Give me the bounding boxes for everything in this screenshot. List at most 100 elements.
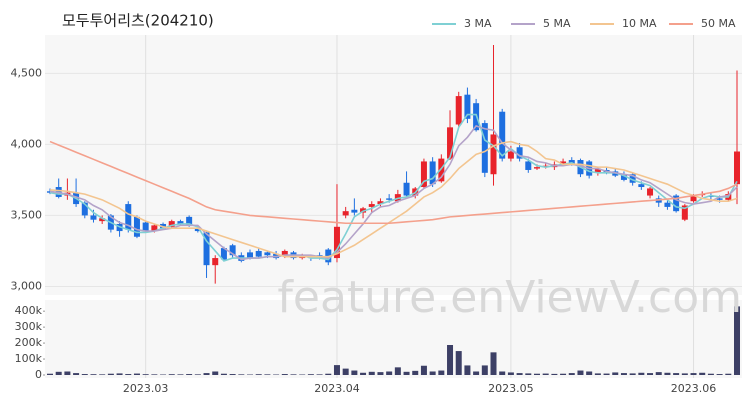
candle-body	[491, 134, 497, 174]
volume-bar	[725, 374, 731, 375]
volume-bar	[99, 374, 105, 375]
volume-bar	[351, 371, 357, 375]
volume-bar	[169, 374, 175, 375]
candle-body	[482, 123, 488, 173]
candle-body	[386, 198, 392, 199]
volume-bar	[656, 372, 662, 375]
volume-bar	[90, 374, 96, 375]
candle-body	[734, 152, 740, 185]
volume-bar	[717, 374, 723, 375]
volume-bar	[325, 374, 331, 375]
volume-bar	[691, 373, 697, 375]
volume-bar	[456, 351, 462, 375]
volume-bar	[595, 373, 601, 375]
candle-body	[351, 210, 357, 213]
volume-bar	[343, 369, 349, 375]
candle-body	[499, 112, 505, 159]
legend-label: 10 MA	[622, 17, 657, 30]
volume-bar	[230, 374, 236, 375]
volume-bar	[699, 373, 705, 375]
candle-body	[456, 96, 462, 124]
volume-bar	[238, 374, 244, 375]
volume-bar	[421, 366, 427, 375]
x-tick-label: 2023.06	[671, 382, 717, 395]
candle-body	[134, 217, 140, 237]
volume-bar	[551, 374, 557, 375]
volume-bar	[195, 374, 201, 375]
y-tick-label: 3,500	[11, 208, 43, 221]
volume-bar	[708, 374, 714, 375]
candle-body	[247, 252, 253, 258]
volume-tick-label: 200k	[15, 336, 43, 349]
volume-bar	[360, 373, 366, 375]
volume-bar	[604, 374, 610, 375]
volume-bar	[369, 372, 375, 375]
volume-bar	[204, 373, 210, 375]
chart-title: 모두투어리츠(204210)	[62, 12, 214, 30]
volume-bar	[534, 374, 540, 375]
candle-body	[534, 167, 540, 168]
candle-body	[430, 161, 436, 184]
volume-bar	[560, 374, 566, 375]
volume-bar	[221, 374, 227, 375]
volume-bar	[308, 374, 314, 375]
y-tick-label: 4,500	[11, 66, 43, 79]
volume-bar	[630, 373, 636, 375]
volume-bar	[64, 371, 70, 375]
candle-body	[638, 184, 644, 187]
watermark: feature.enViewV.com	[277, 272, 742, 323]
volume-bar	[56, 372, 62, 375]
volume-bar	[395, 367, 401, 375]
legend-label: 50 MA	[701, 17, 736, 30]
volume-bar	[334, 365, 340, 375]
volume-bar	[82, 374, 88, 375]
volume-tick-label: 400k	[15, 304, 43, 317]
volume-bar	[290, 374, 296, 375]
volume-bar	[447, 345, 453, 375]
y-tick-label: 3,000	[11, 279, 43, 292]
candle-body	[143, 223, 149, 232]
volume-bar	[647, 373, 653, 375]
volume-bar	[134, 374, 140, 375]
volume-bar	[430, 371, 436, 375]
volume-bar	[404, 372, 410, 375]
volume-bar	[438, 371, 444, 375]
volume-bar	[543, 374, 549, 375]
volume-bar	[143, 374, 149, 375]
volume-bar	[569, 373, 575, 375]
candle-body	[525, 161, 531, 170]
volume-bar	[386, 371, 392, 375]
volume-bar	[664, 373, 670, 375]
volume-bar	[256, 374, 262, 375]
y-tick-label: 4,000	[11, 137, 43, 150]
volume-bar	[282, 374, 288, 375]
volume-bar	[482, 365, 488, 375]
volume-bar	[47, 374, 53, 375]
volume-bar	[177, 374, 183, 375]
volume-bar	[108, 374, 114, 375]
volume-bar	[491, 352, 497, 375]
volume-tick-label: 0	[35, 368, 42, 381]
volume-bar	[499, 371, 505, 375]
volume-bar	[317, 374, 323, 375]
volume-bar	[621, 373, 627, 375]
volume-bar	[117, 373, 123, 375]
x-tick-label: 2023.04	[314, 382, 360, 395]
volume-tick-label: 100k	[15, 352, 43, 365]
volume-bar	[577, 371, 583, 375]
legend-label: 5 MA	[543, 17, 571, 30]
candle-body	[508, 152, 514, 159]
legend-label: 3 MA	[464, 17, 492, 30]
volume-bar	[682, 373, 688, 375]
volume-bar	[473, 371, 479, 375]
volume-bar	[377, 372, 383, 375]
volume-bar	[73, 373, 79, 375]
x-tick-label: 2023.03	[123, 382, 169, 395]
volume-bar	[525, 373, 531, 375]
candle-body	[447, 127, 453, 158]
x-tick-label: 2023.05	[488, 382, 534, 395]
volume-bar	[464, 365, 470, 375]
volume-bar	[412, 371, 418, 375]
candle-body	[264, 252, 270, 255]
